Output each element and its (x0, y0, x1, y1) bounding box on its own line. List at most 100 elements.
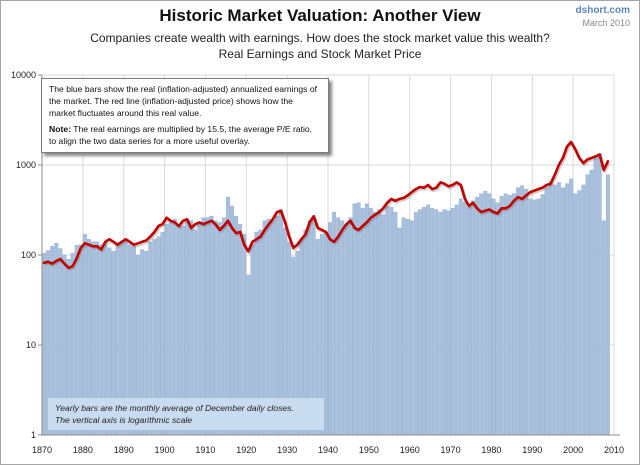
earnings-bar (417, 209, 422, 436)
earnings-bar (536, 198, 541, 436)
earnings-bar (524, 188, 529, 436)
earnings-bar (336, 217, 341, 436)
earnings-bar (581, 184, 586, 436)
earnings-bar (352, 203, 357, 436)
x-tick-label: 1960 (400, 445, 420, 455)
earnings-bar (385, 205, 390, 436)
x-tick-label: 1870 (32, 445, 52, 455)
note-paragraph-2: Note: The real earnings are multiplied b… (49, 123, 321, 147)
earnings-bar (450, 208, 455, 436)
price-line-group (42, 140, 611, 271)
y-tick-label: 10000 (11, 70, 36, 80)
footnote-line-1: Yearly bars are the monthly average of D… (55, 403, 294, 413)
earnings-bar (479, 193, 484, 436)
earnings-bar (381, 214, 386, 436)
note-label: Note: (49, 124, 71, 134)
explanation-note: The blue bars show the real (inflation-a… (41, 78, 329, 153)
price-line (42, 140, 610, 270)
earnings-bar (344, 223, 349, 436)
earnings-bar (356, 202, 361, 436)
x-tick-label: 1930 (277, 445, 297, 455)
scale-footnote: Yearly bars are the monthly average of D… (48, 398, 324, 430)
x-tick-label: 1980 (481, 445, 501, 455)
x-tick-label: 1970 (441, 445, 461, 455)
x-tick-label: 1940 (318, 445, 338, 455)
earnings-bar (544, 187, 549, 436)
x-tick-label: 2000 (563, 445, 583, 455)
earnings-bar (413, 211, 418, 436)
earnings-bar (573, 193, 578, 436)
earnings-bar (540, 194, 545, 436)
chart-title: Historic Market Valuation: Another View (159, 6, 481, 25)
earnings-bar (434, 209, 439, 436)
y-tick-labels: 1 10 100 1000 10000 (11, 70, 36, 440)
earnings-bar (458, 198, 463, 436)
earnings-bar (332, 211, 337, 436)
earnings-bar (520, 185, 525, 436)
earnings-bar (585, 174, 590, 436)
earnings-bar (368, 208, 373, 436)
earnings-bar (462, 201, 467, 436)
earnings-bar (532, 199, 537, 436)
earnings-bar (556, 182, 561, 436)
earnings-bar (401, 217, 406, 436)
earnings-bar (377, 209, 382, 436)
earnings-bar (348, 217, 353, 436)
earnings-bar (511, 193, 516, 436)
earnings-bar (507, 195, 512, 436)
earnings-bar (589, 169, 594, 436)
y-tick-label: 10 (26, 340, 36, 350)
earnings-bar (389, 206, 394, 436)
earnings-bar (364, 203, 369, 436)
earnings-bar (422, 206, 426, 436)
earnings-bar (340, 220, 345, 436)
earnings-bar (495, 202, 500, 436)
chart-subtitle-2: Real Earnings and Stock Market Price (218, 47, 422, 61)
earnings-bar (328, 222, 332, 436)
earnings-bar (475, 196, 480, 436)
earnings-bar (454, 204, 459, 436)
earnings-bar (483, 191, 488, 436)
x-tick-label: 1880 (73, 445, 93, 455)
earnings-bar (503, 193, 508, 436)
note-paragraph-1: The blue bars show the real (inflation-a… (49, 84, 318, 118)
earnings-bar (593, 157, 598, 436)
earnings-bar (577, 190, 582, 436)
earnings-bar (42, 252, 46, 436)
earnings-bar (471, 200, 475, 436)
footnote-line-2: The vertical axis is logarithmic scale (55, 415, 193, 425)
earnings-bar (373, 211, 377, 436)
earnings-bar (565, 183, 569, 436)
x-tick-label: 1920 (236, 445, 256, 455)
earnings-bar (324, 231, 328, 436)
earnings-bar (393, 211, 398, 436)
x-tick-label: 1990 (522, 445, 542, 455)
earnings-bar (438, 211, 443, 436)
brand-link[interactable]: dshort.com (575, 5, 630, 16)
earnings-bar (442, 209, 447, 436)
earnings-bar (467, 206, 471, 436)
earnings-bar (528, 198, 533, 436)
earnings-bar (597, 153, 602, 436)
earnings-bar (552, 184, 557, 436)
x-tick-label: 1890 (114, 445, 134, 455)
earnings-bar (548, 181, 553, 436)
earnings-bar (430, 208, 435, 436)
x-tick-label: 1950 (359, 445, 379, 455)
x-tick-label: 2010 (604, 445, 624, 455)
y-tick-label: 1 (31, 430, 36, 440)
earnings-bar (516, 187, 520, 436)
earnings-bar (605, 174, 610, 436)
earnings-bar (499, 196, 504, 436)
x-tick-label: 1910 (195, 445, 215, 455)
earnings-bar (397, 227, 402, 436)
earnings-bar (560, 187, 565, 436)
earnings-bar (487, 193, 492, 436)
earnings-bar (360, 208, 365, 436)
x-tick-labels: 1870 1880 1890 1900 1910 1920 1930 1940 1950 1960… (32, 445, 624, 455)
earnings-bar (601, 220, 606, 436)
y-tick-label: 100 (21, 250, 36, 260)
earnings-bar (446, 210, 451, 436)
earnings-bar (491, 198, 496, 436)
